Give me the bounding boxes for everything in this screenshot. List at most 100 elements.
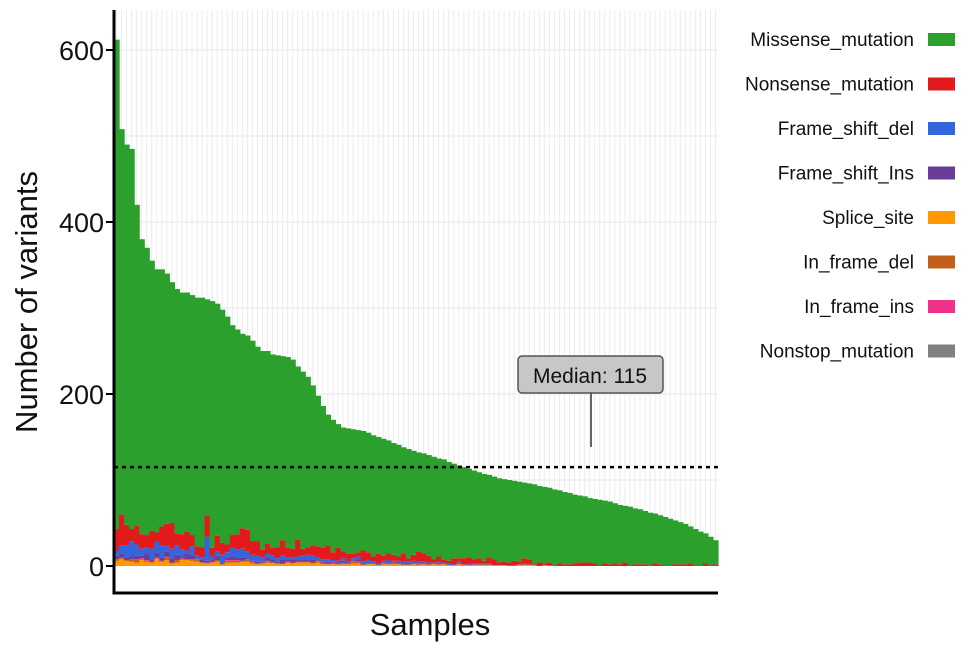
bar-segment (375, 565, 382, 566)
bar-segment (446, 563, 452, 565)
bar-segment (204, 560, 211, 563)
bar-segment (662, 565, 669, 566)
bar-segment (325, 545, 332, 560)
bar-segment (199, 297, 206, 548)
bar-segment (119, 545, 125, 554)
bar-segment (174, 554, 181, 560)
bar-segment (426, 562, 432, 564)
bar-segment (627, 506, 634, 566)
bar-segment (355, 430, 362, 553)
bar-segment (249, 561, 256, 563)
bar-segment (365, 559, 372, 563)
bar-segment (471, 563, 477, 565)
bar-segment (159, 560, 165, 562)
bar-segment (270, 562, 276, 566)
bar-segment (350, 561, 357, 564)
bar-segment (481, 563, 488, 565)
y-tick-label: 600 (59, 36, 104, 66)
bar-segment (370, 435, 377, 557)
bar-segment (421, 564, 427, 566)
bar-segment (290, 563, 296, 566)
bar-segment (426, 555, 432, 563)
bar-segment (380, 555, 387, 561)
bar-segment (335, 560, 342, 564)
bar-segment (219, 563, 226, 565)
bar-segment (249, 554, 256, 561)
bar-segment (476, 563, 483, 565)
bar-segment (224, 560, 231, 563)
bar-segment (315, 561, 321, 563)
bar-segment (229, 535, 236, 548)
bar-segment (239, 561, 246, 566)
bar-segment (350, 563, 357, 566)
bar-segment (456, 562, 462, 564)
bar-segment (184, 292, 191, 532)
bar-segment (491, 476, 498, 560)
bar-segment (159, 526, 165, 546)
bar-segment (712, 564, 719, 566)
bar-segment (244, 335, 251, 530)
bar-segment (184, 553, 191, 560)
bar-segment (702, 533, 709, 564)
bar-segment (124, 144, 130, 525)
bar-segment (360, 430, 367, 551)
bar-segment (114, 550, 120, 556)
bar-segment (194, 559, 201, 560)
bar-segment (174, 533, 181, 546)
bar-segment (466, 557, 472, 564)
bar-segment (184, 559, 191, 566)
bar-segment (546, 487, 553, 563)
bar-segment (526, 564, 533, 566)
bar-segment (360, 564, 367, 566)
bar-segment (254, 555, 261, 562)
bar-segment (229, 556, 236, 560)
bar-segment (320, 564, 326, 566)
bar-segment (114, 559, 120, 561)
bar-segment (446, 560, 452, 564)
bar-segment (189, 295, 196, 536)
bar-segment (305, 559, 311, 562)
bar-segment (436, 561, 442, 563)
bar-segment (365, 562, 372, 564)
bar-segment (340, 563, 347, 565)
bar-segment (335, 424, 342, 548)
bar-segment (572, 563, 578, 566)
bar-segment (385, 564, 392, 566)
legend-label: Frame_shift_del (778, 119, 914, 140)
bar-segment (375, 553, 382, 564)
bar-segment (149, 559, 155, 562)
bar-segment (239, 548, 246, 558)
bar-segment (380, 562, 387, 564)
bar-segment (184, 559, 191, 560)
bar-segment (526, 559, 533, 565)
bar-segment (577, 562, 583, 566)
bar-segment (189, 560, 196, 566)
bar-segment (446, 564, 452, 566)
bar-segment (320, 406, 326, 548)
bar-segment (184, 550, 191, 554)
bar-segment (129, 561, 135, 566)
bar-segment (612, 503, 618, 564)
bar-segment (597, 565, 603, 566)
bar-segment (179, 549, 186, 557)
bar-segment (265, 543, 271, 554)
bar-segment (254, 563, 261, 565)
bar-segment (295, 559, 301, 562)
bar-segment (209, 559, 216, 562)
bar-segment (355, 563, 362, 566)
bar-segment (652, 563, 659, 566)
bar-segment (622, 505, 628, 563)
bar-segment (390, 562, 397, 564)
bar-segment (280, 555, 286, 560)
bar-segment (214, 535, 221, 552)
bar-segment (214, 303, 221, 536)
bar-segment (154, 559, 160, 566)
bar-segment (300, 562, 306, 566)
bar-segment (501, 561, 508, 566)
legend-swatch (928, 300, 955, 313)
bar-segment (481, 564, 488, 566)
bar-segment (144, 547, 150, 554)
bar-segment (350, 559, 357, 561)
bar-segment (189, 559, 196, 561)
bar-segment (224, 557, 231, 560)
